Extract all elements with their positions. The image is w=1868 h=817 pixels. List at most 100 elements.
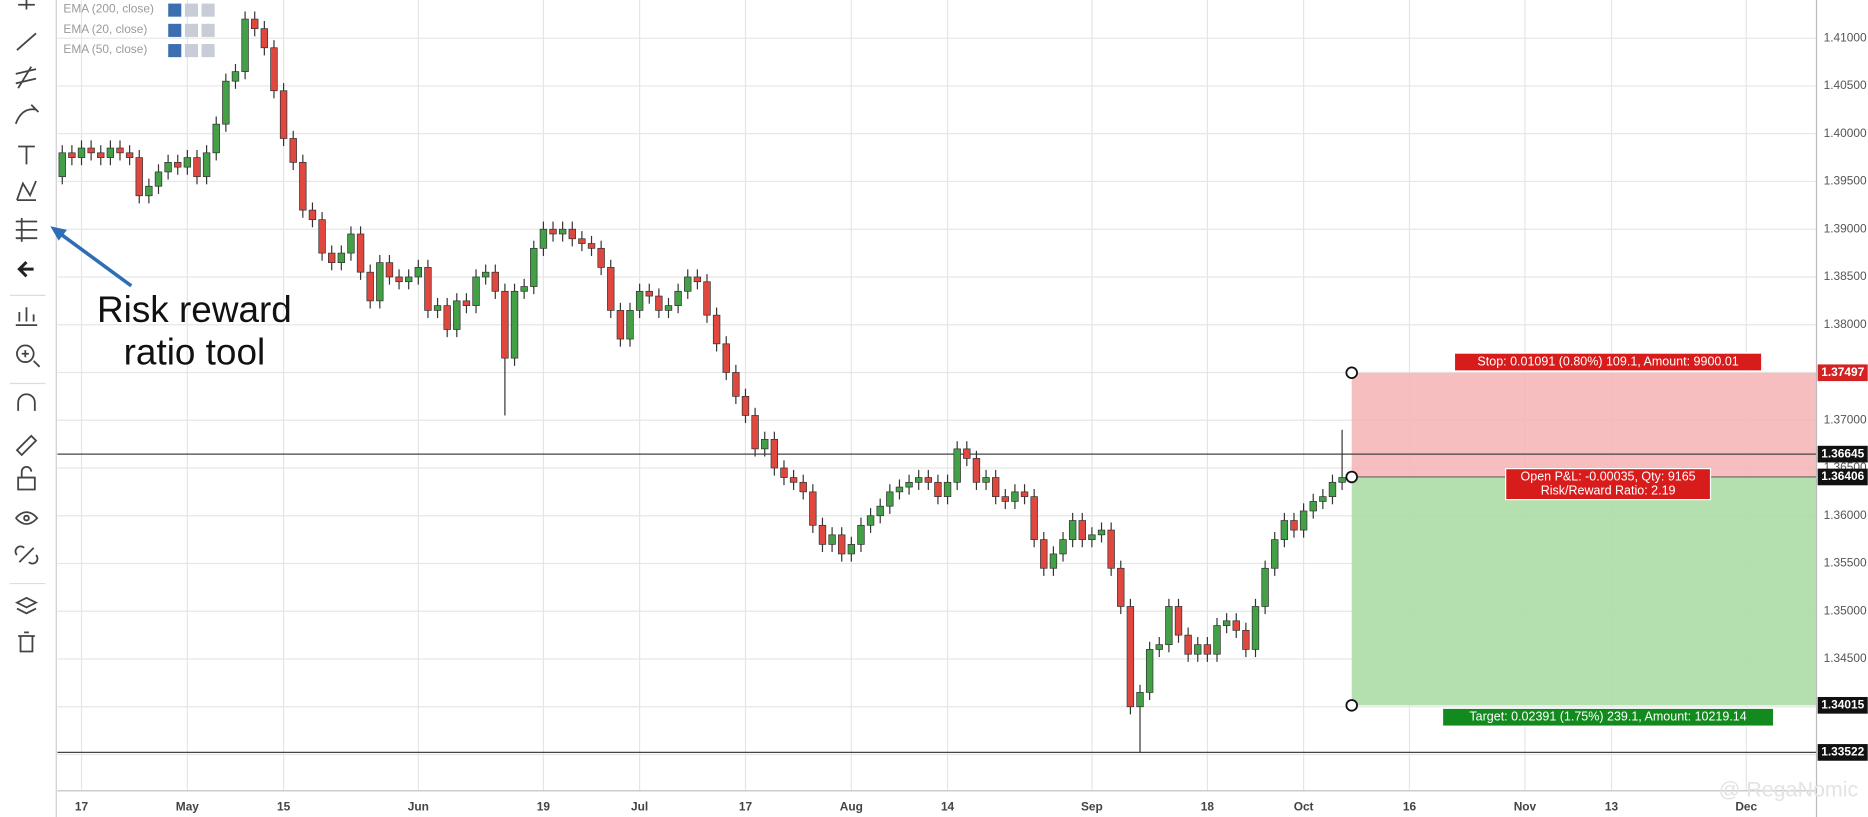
candle-body xyxy=(1107,529,1115,569)
candle-body xyxy=(376,262,384,302)
layers-tool[interactable] xyxy=(14,596,39,615)
indicator-label: EMA (20, close) xyxy=(63,22,147,36)
indicator-button[interactable] xyxy=(184,23,198,37)
candle-body xyxy=(385,262,394,278)
x-tick-label: 16 xyxy=(1403,800,1417,814)
lock-tool[interactable] xyxy=(17,466,36,491)
watermark: @ RegaNomic xyxy=(1719,777,1859,801)
candle-body xyxy=(58,152,66,178)
candle-body xyxy=(1059,539,1067,555)
y-tick-label: 1.38500 xyxy=(1824,269,1867,283)
x-tick-label: Sep xyxy=(1081,800,1103,814)
indicator-button[interactable] xyxy=(168,44,182,58)
pattern-tool[interactable] xyxy=(16,180,37,201)
candle-body xyxy=(501,290,509,359)
x-tick-label: Oct xyxy=(1294,800,1314,814)
measure-tool[interactable] xyxy=(15,307,38,327)
candle-body xyxy=(231,71,240,82)
position-handle[interactable] xyxy=(1345,366,1358,380)
y-tick-label: 1.37000 xyxy=(1824,412,1867,426)
candle-body xyxy=(703,281,711,316)
indicator-button[interactable] xyxy=(168,3,182,17)
x-tick-label: May xyxy=(176,800,200,814)
indicator-button[interactable] xyxy=(201,44,215,58)
x-tick-label: Dec xyxy=(1735,800,1757,814)
candle-body xyxy=(145,185,153,197)
candle-body xyxy=(212,123,220,154)
price-marker-box xyxy=(1817,445,1868,463)
visibility-tool[interactable] xyxy=(15,511,39,525)
indicator-button[interactable] xyxy=(184,44,198,58)
position-label-box xyxy=(1505,468,1712,501)
candle-body xyxy=(154,171,163,187)
candle-body xyxy=(1261,567,1269,607)
candle-body xyxy=(241,18,249,72)
candle-body xyxy=(1319,496,1327,502)
trendline-tool[interactable] xyxy=(16,32,37,51)
candle-body xyxy=(356,233,365,273)
candle-body xyxy=(934,481,942,497)
zoom-tool[interactable] xyxy=(16,344,41,368)
candle-body xyxy=(712,314,721,345)
candle-body xyxy=(895,486,904,493)
candle-body xyxy=(164,162,172,173)
crosshair-tool[interactable] xyxy=(18,0,35,10)
candle-body xyxy=(943,481,952,497)
candle-body xyxy=(1126,606,1135,708)
candle-body xyxy=(366,271,374,302)
text-tool[interactable] xyxy=(18,145,35,165)
candle-body xyxy=(789,477,798,483)
price-marker-box xyxy=(1817,744,1868,761)
back-tool[interactable] xyxy=(17,260,34,278)
stop-label: Stop: 0.01091 (0.80%) 109.1, Amount: 990… xyxy=(1477,354,1738,368)
link-tool[interactable] xyxy=(14,545,39,565)
candle-body xyxy=(1049,553,1058,569)
price-marker-label: 1.34015 xyxy=(1821,697,1864,711)
target-zone xyxy=(1351,476,1817,706)
candle-body xyxy=(818,524,827,545)
indicator-button[interactable] xyxy=(201,23,215,37)
brush-tool[interactable] xyxy=(14,104,40,125)
annotation-arrowhead xyxy=(50,226,67,241)
candle-body xyxy=(520,286,528,292)
price-marker-box xyxy=(1817,468,1868,486)
indicator-button[interactable] xyxy=(201,3,215,17)
candle-body xyxy=(125,152,134,158)
position-handle[interactable] xyxy=(1345,699,1358,712)
candle-body xyxy=(722,343,730,373)
delete-tool[interactable] xyxy=(18,631,35,653)
magnet-tool[interactable] xyxy=(17,393,36,411)
candle-body xyxy=(443,305,451,330)
candle-body xyxy=(635,290,644,311)
risk-reward-tool[interactable] xyxy=(15,217,38,242)
x-tick-label: Nov xyxy=(1514,800,1537,814)
price-marker-label: 1.36406 xyxy=(1821,469,1864,483)
candle-body xyxy=(539,228,548,249)
candle-body xyxy=(337,252,346,264)
y-tick-label: 1.36000 xyxy=(1824,508,1867,522)
candle-body xyxy=(991,477,1000,497)
candle-body xyxy=(308,209,317,221)
candle-body xyxy=(433,305,442,311)
pitchfork-tool[interactable] xyxy=(15,66,37,89)
indicator-label: EMA (200, close) xyxy=(63,2,154,16)
lock-drawing-tool[interactable] xyxy=(15,434,38,457)
candle-body xyxy=(1213,625,1221,655)
candle-body xyxy=(453,300,461,330)
price-marker-label: 1.33522 xyxy=(1821,745,1864,759)
candle-body xyxy=(481,271,490,278)
position-handle[interactable] xyxy=(1345,470,1358,484)
candle-body xyxy=(655,295,663,311)
candle-body xyxy=(587,243,596,249)
candle-body xyxy=(607,267,615,311)
candle-body xyxy=(1088,534,1096,540)
indicator-button[interactable] xyxy=(184,3,198,17)
y-tick-label: 1.39500 xyxy=(1824,174,1867,188)
x-tick-label: Jun xyxy=(408,800,429,814)
x-tick-label: 13 xyxy=(1605,800,1619,814)
stop-zone xyxy=(1351,372,1817,477)
candle-body xyxy=(1078,520,1086,540)
indicator-button[interactable] xyxy=(168,23,182,37)
candle-body xyxy=(1299,510,1308,531)
candle-body xyxy=(1271,539,1279,569)
